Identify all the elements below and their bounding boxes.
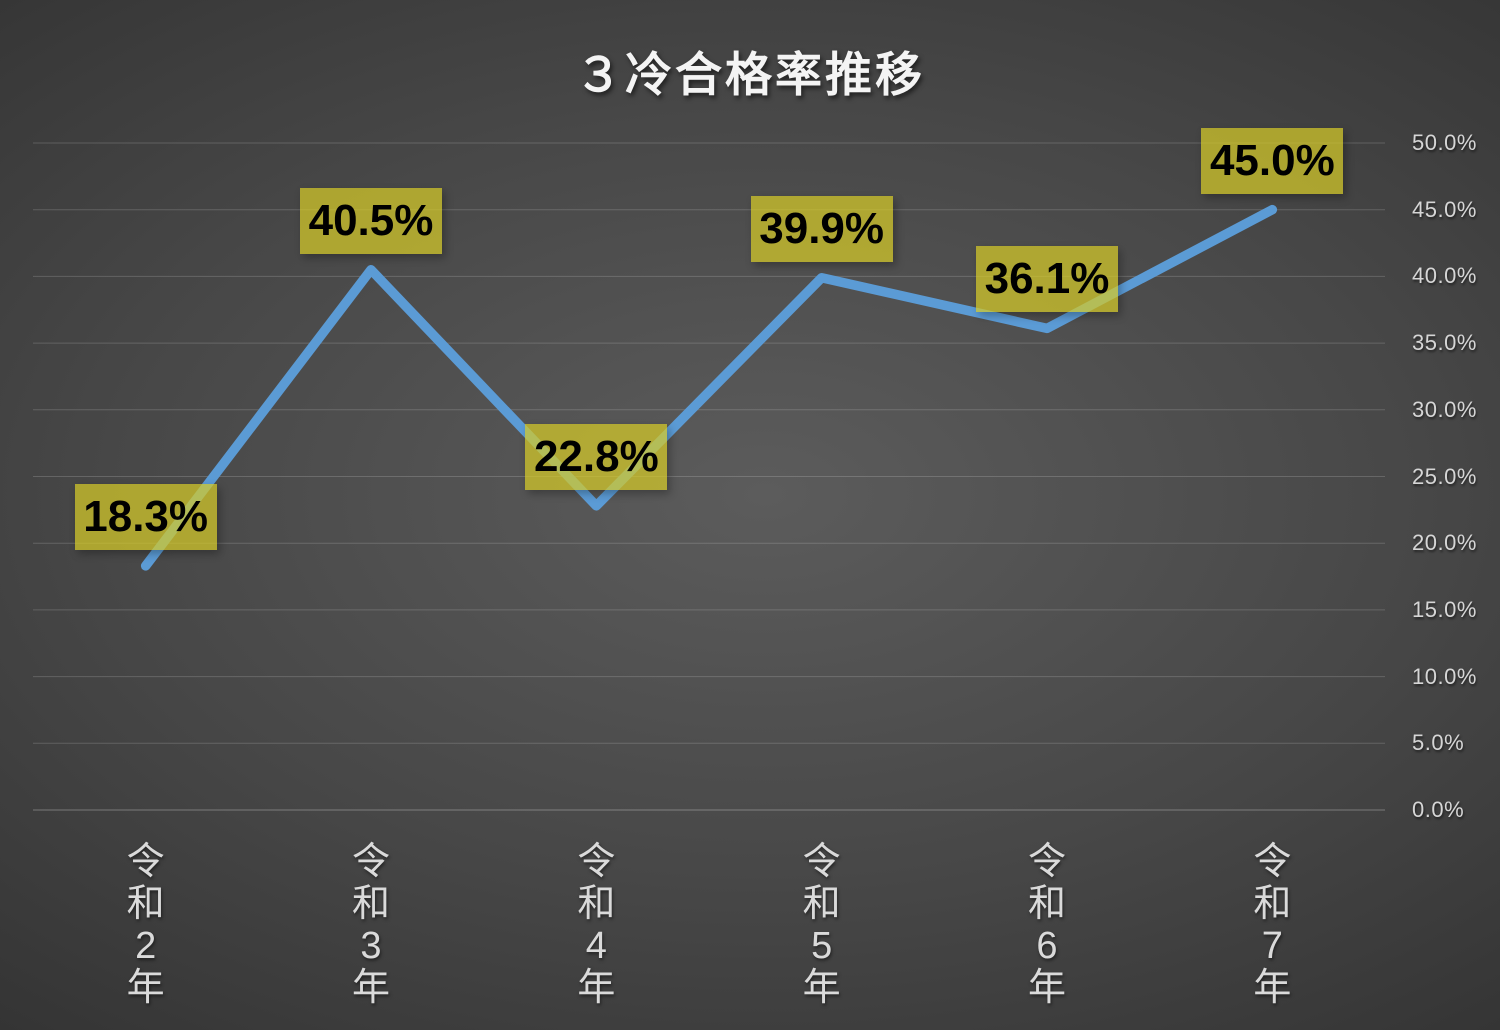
- y-axis-tick-label: 0.0%: [1412, 797, 1465, 822]
- data-label: 45.0%: [1201, 127, 1344, 194]
- y-axis-tick-label: 10.0%: [1412, 663, 1477, 689]
- data-label: 40.5%: [300, 187, 442, 254]
- y-axis-tick-label: 30.0%: [1412, 396, 1477, 422]
- y-axis-tick-label: 20.0%: [1412, 530, 1477, 556]
- y-axis-tick-label: 15.0%: [1412, 596, 1477, 622]
- data-label: 22.8%: [525, 423, 668, 490]
- data-label: 36.1%: [976, 246, 1118, 313]
- data-label: 39.9%: [750, 195, 893, 262]
- y-axis-tick-label: 40.0%: [1412, 263, 1477, 289]
- y-axis-tick-label: 50.0%: [1412, 130, 1477, 155]
- chart-title: ３冷合格率推移: [575, 48, 925, 101]
- data-label: 18.3%: [74, 483, 217, 550]
- y-axis-tick-label: 5.0%: [1412, 730, 1465, 756]
- y-axis-tick-label: 45.0%: [1412, 196, 1477, 222]
- y-axis-tick-label: 25.0%: [1412, 463, 1477, 489]
- y-axis-tick-label: 35.0%: [1412, 330, 1477, 356]
